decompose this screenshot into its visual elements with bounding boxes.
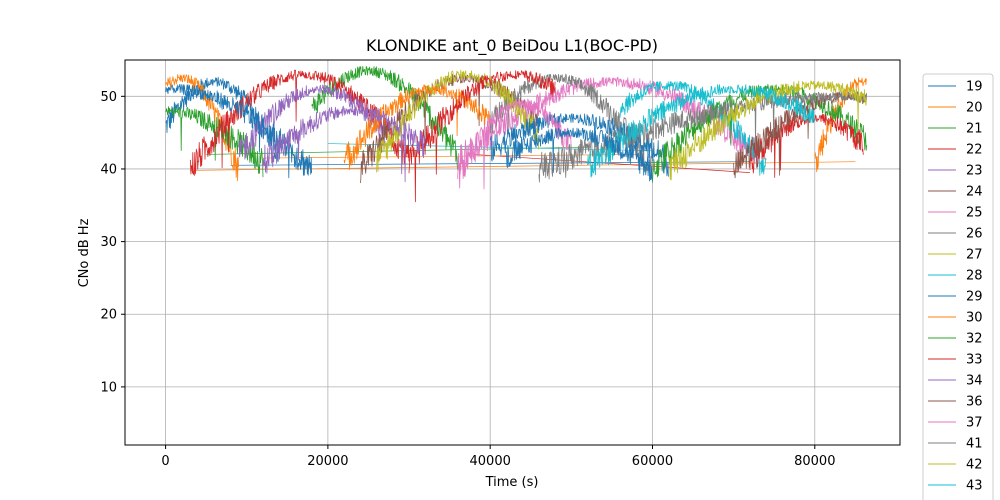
grid xyxy=(125,60,900,445)
legend-item-19: 19 xyxy=(928,80,983,95)
series-41 xyxy=(538,91,867,183)
legend-item-43: 43 xyxy=(928,479,983,494)
series-22 xyxy=(189,69,410,176)
legend-label: 29 xyxy=(966,290,983,305)
legend-label: 27 xyxy=(966,248,983,263)
x-tick-label: 60000 xyxy=(632,454,673,469)
legend-item-41: 41 xyxy=(928,437,983,452)
legend-label: 36 xyxy=(966,395,983,410)
y-axis: 10 20 30 40 50 xyxy=(100,90,125,395)
legend-label: 42 xyxy=(966,458,983,473)
series-line-20 xyxy=(814,77,867,173)
x-tick-label: 40000 xyxy=(470,454,511,469)
legend-label: 21 xyxy=(966,122,983,137)
series-line-34 xyxy=(262,105,426,183)
legend-label: 19 xyxy=(966,80,983,95)
x-axis-label: Time (s) xyxy=(485,475,539,490)
legend: 19 20 21 22 23 24 25 26 27 28 29 30 32 33 34 36 37 41 42 43… xyxy=(922,73,994,500)
legend-item-22: 22 xyxy=(928,143,983,158)
series-37 xyxy=(457,98,572,189)
legend-label: 30 xyxy=(966,311,983,326)
legend-box xyxy=(922,73,994,500)
series-26 xyxy=(489,73,653,179)
series-line-29 xyxy=(165,84,312,179)
legend-label: 37 xyxy=(966,416,983,431)
x-tick-label: 0 xyxy=(161,454,169,469)
x-axis: 0 20000 40000 60000 80000 xyxy=(161,445,835,469)
legend-item-27: 27 xyxy=(928,248,983,263)
series-27 xyxy=(376,69,540,173)
legend-item-30: 30 xyxy=(928,311,983,326)
legend-item-28: 28 xyxy=(928,269,983,284)
series-33 xyxy=(408,70,864,203)
legend-item-34: 34 xyxy=(928,374,983,389)
y-axis-label: CNo dB Hz xyxy=(77,218,92,287)
y-tick-label: 10 xyxy=(100,380,117,395)
legend-item-23: 23 xyxy=(928,164,983,179)
y-tick-label: 20 xyxy=(100,308,117,323)
legend-item-33: 33 xyxy=(928,353,983,368)
series-34 xyxy=(262,105,426,183)
legend-label: 33 xyxy=(966,353,983,368)
legend-label: 23 xyxy=(966,164,983,179)
y-tick-label: 40 xyxy=(100,162,117,177)
x-tick-label: 20000 xyxy=(307,454,348,469)
x-tick-label: 80000 xyxy=(794,454,835,469)
series-layer xyxy=(165,65,868,203)
legend-item-20: 20 xyxy=(928,101,983,116)
legend-label: 41 xyxy=(966,437,983,452)
legend-label: 32 xyxy=(966,332,983,347)
legend-label: 22 xyxy=(966,143,983,158)
legend-item-36: 36 xyxy=(928,395,983,410)
series-43 xyxy=(587,84,815,178)
legend-label: 34 xyxy=(966,374,983,389)
legend-label: 20 xyxy=(966,101,983,116)
legend-label: 26 xyxy=(966,227,983,242)
legend-label: 25 xyxy=(966,206,983,221)
legend-item-25: 25 xyxy=(928,206,983,221)
series-line-43 xyxy=(587,84,815,178)
legend-label: 43 xyxy=(966,479,983,494)
series-line-26 xyxy=(489,73,653,179)
series-line-33 xyxy=(408,70,556,203)
legend-item-37: 37 xyxy=(928,416,983,431)
series-line-27 xyxy=(376,69,540,173)
series-line-22 xyxy=(189,69,410,176)
series-line-37 xyxy=(457,98,572,189)
legend-label: 28 xyxy=(966,269,983,284)
legend-items: 19 20 21 22 23 24 25 26 27 28 29 30 32 33 34 36 37 41 42 43… xyxy=(928,80,983,500)
series-line-44 xyxy=(506,127,653,182)
plot-area xyxy=(124,59,901,446)
legend-item-21: 21 xyxy=(928,122,983,137)
series-44 xyxy=(506,127,653,182)
y-tick-label: 50 xyxy=(100,90,117,105)
legend-item-29: 29 xyxy=(928,290,983,305)
legend-item-32: 32 xyxy=(928,332,983,347)
legend-item-24: 24 xyxy=(928,185,983,200)
plot-frame xyxy=(124,59,901,446)
legend-item-26: 26 xyxy=(928,227,983,242)
series-line-41 xyxy=(538,91,867,183)
y-tick-label: 30 xyxy=(100,235,117,250)
legend-label: 24 xyxy=(966,185,983,200)
chart-title: KLONDIKE ant_0 BeiDou L1(BOC-PD) xyxy=(366,36,658,56)
legend-item-42: 42 xyxy=(928,458,983,473)
series-line-33 xyxy=(749,113,864,178)
